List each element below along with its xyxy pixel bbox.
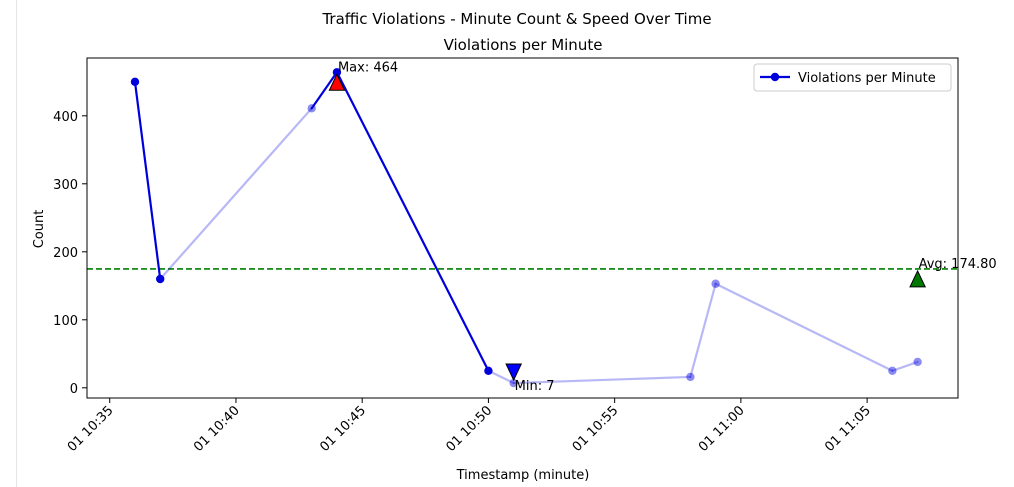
data-point: [156, 274, 165, 284]
series-segment: [891, 360, 919, 372]
annotation-marker: [328, 73, 346, 91]
x-tick-label: 01 10:45: [317, 403, 369, 455]
data-point: [484, 366, 493, 375]
y-tick-label: 400: [53, 110, 78, 125]
series-segment: [159, 107, 313, 281]
data-point: [332, 68, 342, 77]
y-axis-title: Count: [32, 210, 47, 249]
chart-title: Violations per Minute: [444, 36, 603, 54]
data-point: [509, 378, 518, 388]
annotation-label: Max: 464: [338, 60, 398, 75]
series-segment: [335, 71, 490, 372]
series-segment: [487, 369, 515, 385]
y-tick-label: 200: [53, 246, 78, 261]
x-tick-label: 01 10:50: [444, 403, 496, 455]
plot-area-frame: [86, 57, 959, 399]
legend: Violations per Minute: [753, 63, 952, 92]
y-tick-label: 100: [53, 314, 78, 329]
y-axis-ticks: 0 100 200 300 400: [53, 110, 87, 397]
annotation-label: Min: 7: [515, 379, 555, 394]
series-segment: [512, 375, 692, 385]
annotation-marker: [505, 363, 523, 382]
y-tick-label: 300: [53, 178, 78, 193]
series-segment: [714, 282, 894, 372]
series-segment: [310, 71, 339, 110]
x-tick-label: 01 11:05: [822, 403, 874, 455]
data-point: [130, 77, 140, 87]
x-tick-label: 01 10:55: [570, 403, 622, 455]
data-point: [711, 279, 720, 288]
series-segment: [689, 282, 717, 379]
legend-box: [753, 63, 952, 92]
legend-marker-swatch: [770, 72, 780, 82]
data-point: [888, 366, 897, 375]
x-tick-label: 01 10:40: [191, 403, 243, 455]
data-point: [913, 357, 922, 367]
data-point: [307, 104, 316, 113]
x-axis-title: Timestamp (minute): [456, 468, 590, 483]
y-tick-label: 0: [70, 382, 78, 397]
series-segment: [133, 80, 162, 281]
data-point: [686, 372, 695, 382]
x-tick-label: 01 11:00: [696, 403, 748, 455]
annotation-marker: [909, 269, 926, 288]
legend-label: Violations per Minute: [798, 71, 936, 86]
x-axis-ticks: 01 10:35 01 10:40 01 10:45 01 10:50 01 10:55…: [65, 398, 874, 455]
figure-suptitle: Traffic Violations - Minute Count & Spee…: [321, 10, 711, 28]
x-tick-label: 01 10:35: [65, 403, 117, 455]
page-left-border: [16, 0, 17, 487]
